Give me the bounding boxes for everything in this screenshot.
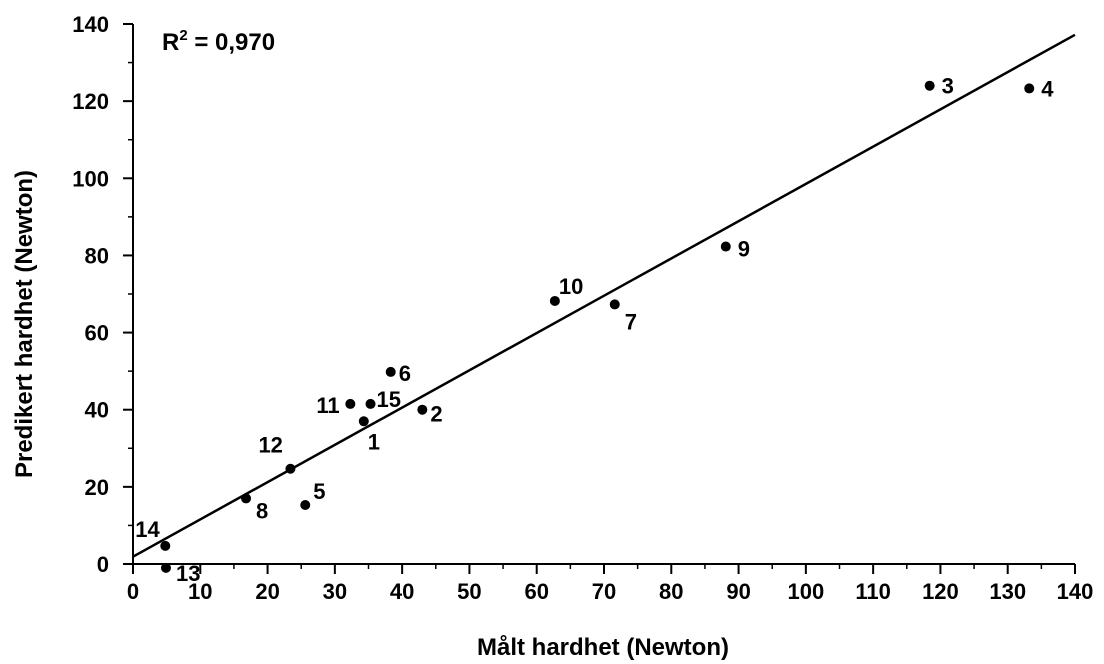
x-tick-label: 50 bbox=[457, 579, 481, 604]
point-label: 2 bbox=[430, 402, 442, 427]
x-tick-label: 80 bbox=[659, 579, 683, 604]
x-tick-label: 60 bbox=[524, 579, 548, 604]
point-label: 13 bbox=[176, 561, 200, 586]
data-point bbox=[417, 404, 428, 415]
data-point bbox=[358, 416, 369, 427]
r-squared-annotation: R2 = 0,970 bbox=[162, 27, 275, 56]
y-tick-label: 60 bbox=[85, 321, 109, 346]
data-point bbox=[365, 398, 376, 409]
x-tick-label: 90 bbox=[726, 579, 750, 604]
point-label: 1 bbox=[368, 429, 380, 454]
y-tick-label: 20 bbox=[85, 475, 109, 500]
y-tick-label: 140 bbox=[72, 12, 109, 37]
x-ticks: 0 10 20 30 40 50 60 70 80 90 100 110 120 130 140 bbox=[127, 564, 1093, 604]
x-tick-label: 0 bbox=[127, 579, 139, 604]
point-label: 8 bbox=[256, 498, 268, 523]
x-tick-label: 20 bbox=[255, 579, 279, 604]
y-axis-title: Predikert hardhet (Newton) bbox=[11, 170, 38, 478]
x-tick-label: 130 bbox=[989, 579, 1026, 604]
data-point bbox=[160, 540, 171, 551]
data-point bbox=[924, 80, 935, 91]
data-point bbox=[609, 299, 620, 310]
point-label: 12 bbox=[258, 433, 282, 458]
data-point bbox=[1024, 83, 1035, 94]
point-label: 7 bbox=[625, 309, 637, 334]
y-ticks: 0 20 40 60 80 100 120 140 bbox=[72, 12, 133, 577]
x-tick-label: 70 bbox=[592, 579, 616, 604]
x-tick-label: 30 bbox=[323, 579, 347, 604]
x-tick-label: 110 bbox=[855, 579, 891, 604]
point-label: 6 bbox=[399, 361, 411, 386]
data-point bbox=[345, 398, 356, 409]
data-point bbox=[285, 463, 296, 474]
x-tick-label: 100 bbox=[787, 579, 824, 604]
point-label: 3 bbox=[942, 74, 954, 99]
point-label: 9 bbox=[738, 237, 750, 262]
axes bbox=[132, 24, 1075, 565]
point-label: 15 bbox=[377, 387, 401, 412]
y-tick-label: 100 bbox=[72, 166, 109, 191]
data-point bbox=[160, 562, 171, 573]
y-tick-label: 120 bbox=[72, 89, 109, 114]
regression-line bbox=[132, 33, 1076, 558]
point-label: 11 bbox=[316, 393, 339, 418]
x-tick-label: 40 bbox=[390, 579, 414, 604]
point-label: 5 bbox=[313, 479, 325, 504]
data-point bbox=[720, 241, 731, 252]
y-tick-label: 0 bbox=[97, 552, 109, 577]
point-label: 14 bbox=[135, 517, 160, 542]
point-label: 4 bbox=[1041, 76, 1054, 101]
y-tick-label: 80 bbox=[85, 243, 109, 268]
x-tick-label: 10 bbox=[188, 579, 212, 604]
x-tick-label: 140 bbox=[1057, 579, 1094, 604]
data-point bbox=[549, 295, 560, 306]
x-tick-label: 120 bbox=[922, 579, 959, 604]
x-axis-title: Målt hardhet (Newton) bbox=[477, 634, 729, 661]
point-label: 10 bbox=[559, 274, 583, 299]
data-point bbox=[241, 493, 252, 504]
y-tick-label: 40 bbox=[85, 398, 109, 423]
data-point bbox=[385, 366, 396, 377]
data-point bbox=[300, 499, 311, 510]
